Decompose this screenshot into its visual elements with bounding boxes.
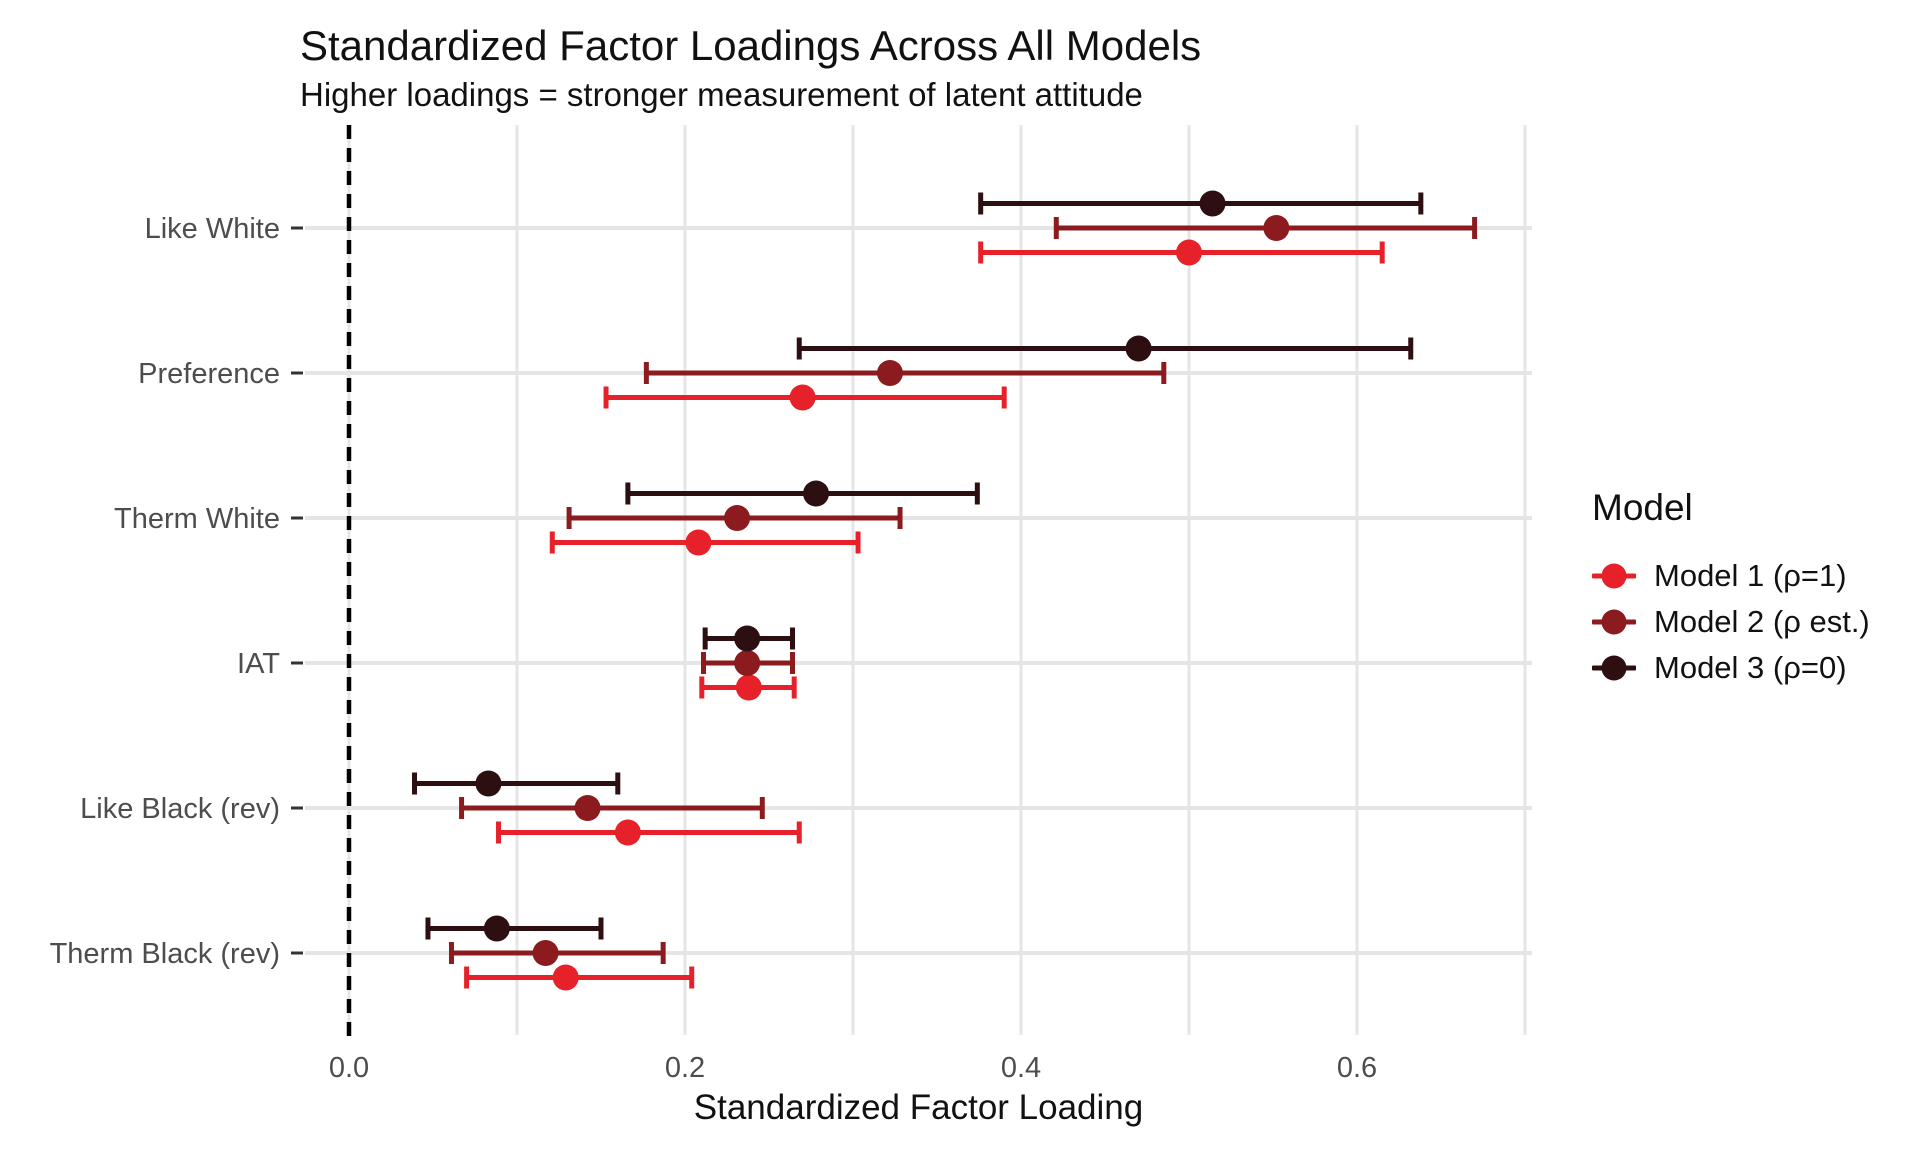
x-axis-title: Standardized Factor Loading <box>693 1088 1144 1127</box>
y-axis-label: Therm Black (rev) <box>50 938 280 970</box>
point-estimate <box>532 940 559 966</box>
errorbar-point-key-icon <box>1592 561 1636 591</box>
x-tick-label: 0.4 <box>1001 1052 1041 1084</box>
point-estimate <box>735 674 762 701</box>
y-axis-label: Like White <box>145 213 280 245</box>
legend-label: Model 2 (ρ est.) <box>1654 604 1870 639</box>
point-estimate <box>1199 190 1226 217</box>
point-estimate <box>574 795 601 821</box>
chart-title: Standardized Factor Loadings Across All … <box>300 22 1202 69</box>
errorbar-point-key-icon <box>1592 607 1636 637</box>
point-estimate <box>475 770 502 797</box>
point-estimate <box>552 964 579 991</box>
point-estimate <box>734 650 761 676</box>
y-axis-label: Preference <box>138 358 280 390</box>
point-estimate <box>803 480 830 507</box>
point-estimate <box>876 360 903 386</box>
legend: Model Model 1 (ρ=1) Model 2 (ρ est.) Mod… <box>1592 487 1912 691</box>
legend-title: Model <box>1592 487 1693 528</box>
legend-label: Model 3 (ρ=0) <box>1654 650 1847 685</box>
x-tick-label: 0.0 <box>329 1052 369 1084</box>
point-estimate <box>789 384 816 411</box>
point-estimate <box>734 625 761 652</box>
point-estimate <box>685 529 712 556</box>
errorbar-point-key-icon <box>1592 653 1636 683</box>
y-axis-label: Therm White <box>114 503 280 535</box>
point-estimate <box>1176 239 1202 266</box>
y-axis-label: Like Black (rev) <box>80 793 280 825</box>
legend-item-model-2: Model 2 (ρ est.) <box>1592 599 1912 645</box>
point-estimate <box>724 505 751 531</box>
legend-item-model-3: Model 3 (ρ=0) <box>1592 645 1912 691</box>
legend-label: Model 1 (ρ=1) <box>1654 558 1847 593</box>
point-estimate <box>483 915 510 942</box>
x-tick-label: 0.6 <box>1337 1052 1377 1084</box>
y-axis-label: IAT <box>237 648 280 680</box>
point-estimate <box>1125 335 1152 362</box>
chart-subtitle: Higher loadings = stronger measurement o… <box>300 76 1143 113</box>
point-estimate <box>1263 215 1290 241</box>
x-tick-label: 0.2 <box>665 1052 705 1084</box>
legend-item-model-1: Model 1 (ρ=1) <box>1592 553 1912 599</box>
point-estimate <box>614 819 641 846</box>
